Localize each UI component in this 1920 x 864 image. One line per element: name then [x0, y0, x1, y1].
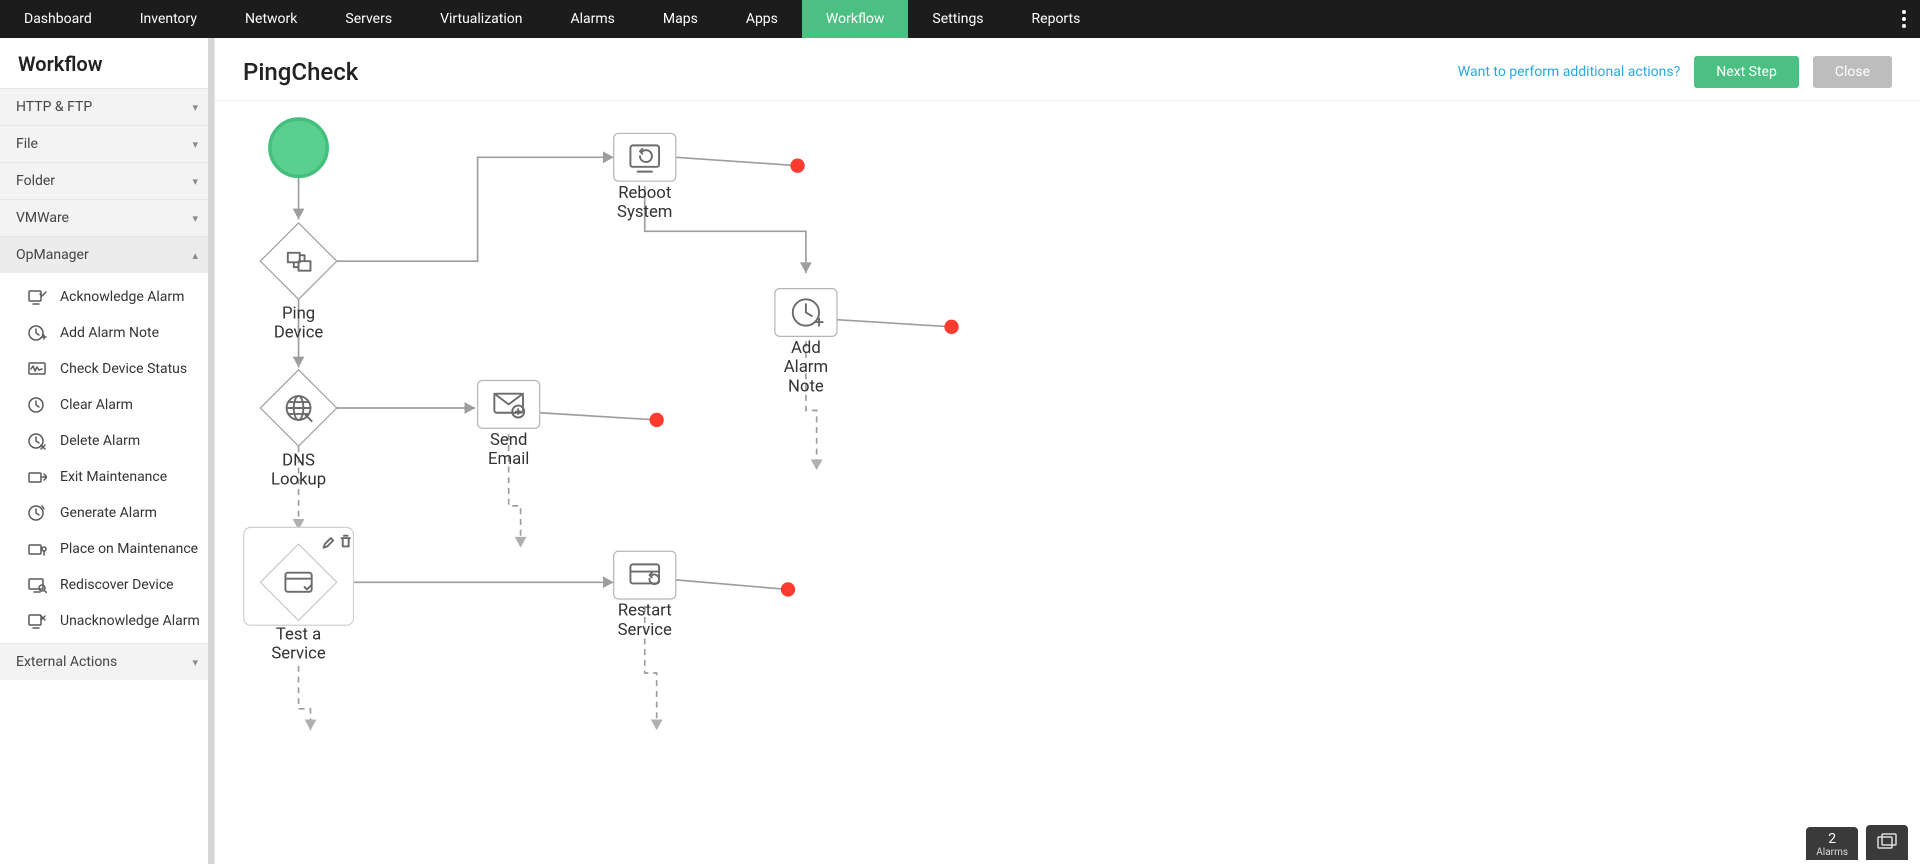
- sidebar-section-opmanager[interactable]: OpManager▴: [0, 236, 214, 273]
- nav-tab-apps[interactable]: Apps: [722, 0, 802, 38]
- sidebar-item-add-alarm-note[interactable]: Add Alarm Note: [0, 315, 214, 351]
- nav-tab-workflow[interactable]: Workflow: [802, 0, 909, 38]
- node-reboot[interactable]: RebootSystem: [614, 133, 676, 222]
- sidebar-title: Workflow: [0, 38, 214, 88]
- nav-tab-inventory[interactable]: Inventory: [116, 0, 221, 38]
- sidebar-item-label: Generate Alarm: [60, 505, 157, 521]
- sidebar-section-http-ftp[interactable]: HTTP & FTP▾: [0, 88, 214, 125]
- nav-tab-servers[interactable]: Servers: [321, 0, 416, 38]
- nav-tab-virtualization[interactable]: Virtualization: [416, 0, 546, 38]
- sidebar-section-folder[interactable]: Folder▾: [0, 162, 214, 199]
- delete-alarm-icon: [26, 431, 48, 451]
- node-label: Restart: [618, 601, 672, 621]
- sidebar-item-label: Acknowledge Alarm: [60, 289, 184, 305]
- node-label: Email: [488, 449, 529, 469]
- node-send[interactable]: SendEmail: [478, 381, 540, 470]
- exit-maint-icon: [26, 467, 48, 487]
- sidebar-scrollbar[interactable]: [208, 38, 214, 864]
- start-node[interactable]: [270, 119, 327, 176]
- node-label: System: [617, 202, 672, 222]
- gen-alarm-icon: [26, 503, 48, 523]
- alarm-count-widget[interactable]: 2 Alarms: [1806, 827, 1858, 860]
- node-label: Device: [274, 323, 324, 343]
- sidebar-item-label: Clear Alarm: [60, 397, 133, 413]
- nav-tab-alarms[interactable]: Alarms: [546, 0, 638, 38]
- top-nav: DashboardInventoryNetworkServersVirtuali…: [0, 0, 1920, 38]
- sidebar-item-rediscover-device[interactable]: Rediscover Device: [0, 567, 214, 603]
- node-label: Reboot: [618, 183, 671, 203]
- nav-tab-network[interactable]: Network: [221, 0, 321, 38]
- node-label: Note: [788, 376, 824, 396]
- sidebar-item-label: Delete Alarm: [60, 433, 140, 449]
- chevron-up-icon: ▴: [192, 249, 198, 262]
- chevron-down-icon: ▾: [192, 138, 198, 151]
- close-button[interactable]: Close: [1813, 56, 1892, 88]
- sidebar-item-unacknowledge-alarm[interactable]: Unacknowledge Alarm: [0, 603, 214, 639]
- chevron-down-icon: ▾: [192, 212, 198, 225]
- nav-tab-settings[interactable]: Settings: [908, 0, 1007, 38]
- sidebar: Workflow HTTP & FTP▾File▾Folder▾VMWare▾O…: [0, 38, 215, 864]
- sidebar-item-label: Rediscover Device: [60, 577, 174, 593]
- add-note-icon: [26, 323, 48, 343]
- sidebar-item-delete-alarm[interactable]: Delete Alarm: [0, 423, 214, 459]
- node-addnote[interactable]: AddAlarmNote: [775, 289, 837, 397]
- node-label: Service: [271, 644, 325, 664]
- clear-alarm-icon: [26, 395, 48, 415]
- sidebar-item-exit-maintenance[interactable]: Exit Maintenance: [0, 459, 214, 495]
- sidebar-item-label: Add Alarm Note: [60, 325, 159, 341]
- chevron-down-icon: ▾: [192, 175, 198, 188]
- node-ping[interactable]: PingDevice: [260, 223, 336, 343]
- node-dns[interactable]: DNSLookup: [260, 370, 336, 490]
- sidebar-item-check-device-status[interactable]: Check Device Status: [0, 351, 214, 387]
- place-maint-icon: [26, 539, 48, 559]
- nav-tab-maps[interactable]: Maps: [639, 0, 722, 38]
- node-label: Alarm: [784, 357, 828, 377]
- page-title: PingCheck: [243, 58, 358, 86]
- workflow-canvas[interactable]: PingDeviceDNSLookupTest aServiceRebootSy…: [215, 100, 1920, 864]
- window-stack-icon[interactable]: [1866, 825, 1908, 860]
- sidebar-item-label: Exit Maintenance: [60, 469, 167, 485]
- device-status-icon: [26, 359, 48, 379]
- rediscover-icon: [26, 575, 48, 595]
- chevron-down-icon: ▾: [192, 101, 198, 114]
- kebab-menu-icon[interactable]: [1902, 0, 1906, 38]
- nav-tab-reports[interactable]: Reports: [1008, 0, 1105, 38]
- sidebar-item-clear-alarm[interactable]: Clear Alarm: [0, 387, 214, 423]
- main-header: PingCheck Want to perform additional act…: [215, 38, 1920, 101]
- node-label: Service: [618, 620, 672, 640]
- nav-tab-dashboard[interactable]: Dashboard: [0, 0, 116, 38]
- sidebar-item-acknowledge-alarm[interactable]: Acknowledge Alarm: [0, 279, 214, 315]
- sidebar-section-file[interactable]: File▾: [0, 125, 214, 162]
- node-label: Test a: [276, 625, 321, 645]
- sidebar-item-place-on-maintenance[interactable]: Place on Maintenance: [0, 531, 214, 567]
- node-label: Ping: [282, 303, 315, 323]
- sidebar-item-generate-alarm[interactable]: Generate Alarm: [0, 495, 214, 531]
- node-label: DNS: [282, 450, 315, 470]
- unack-alarm-icon: [26, 611, 48, 631]
- sidebar-item-label: Check Device Status: [60, 361, 187, 377]
- next-step-button[interactable]: Next Step: [1694, 56, 1799, 88]
- additional-actions-link[interactable]: Want to perform additional actions?: [1458, 64, 1680, 80]
- footer-widgets: 2 Alarms: [1806, 825, 1908, 860]
- ack-alarm-icon: [26, 287, 48, 307]
- node-test[interactable]: Test aService: [244, 527, 354, 663]
- sidebar-section-external-actions[interactable]: External Actions▾: [0, 643, 214, 680]
- node-label: Send: [490, 430, 527, 450]
- node-label: Lookup: [271, 469, 326, 489]
- sidebar-item-label: Place on Maintenance: [60, 541, 198, 557]
- main-panel: PingCheck Want to perform additional act…: [215, 38, 1920, 864]
- node-label: Add: [791, 338, 821, 358]
- node-restart[interactable]: RestartService: [614, 551, 676, 640]
- sidebar-section-vmware[interactable]: VMWare▾: [0, 199, 214, 236]
- chevron-down-icon: ▾: [192, 656, 198, 669]
- sidebar-item-label: Unacknowledge Alarm: [60, 613, 200, 629]
